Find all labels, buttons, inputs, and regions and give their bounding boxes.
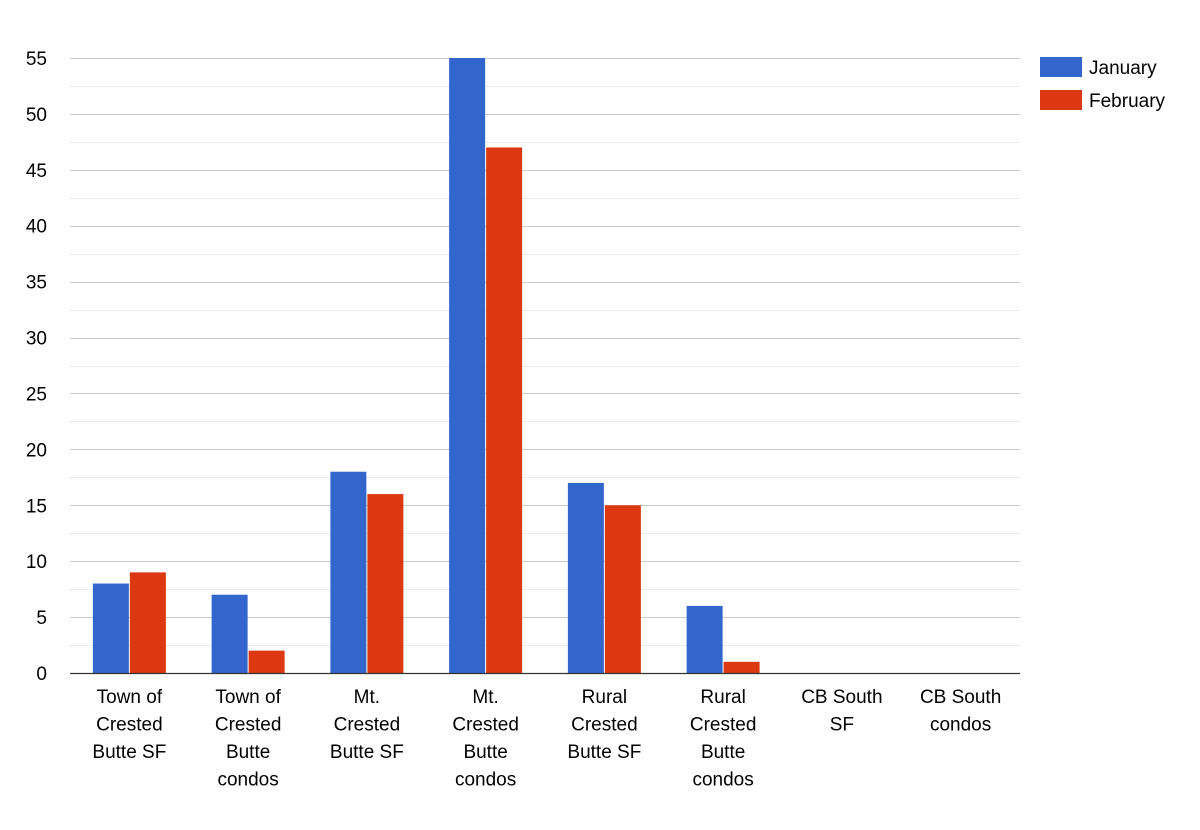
- y-tick-label: 20: [26, 440, 47, 461]
- x-category-label-line: SF: [830, 715, 854, 736]
- x-category-label-line: Crested: [690, 715, 757, 736]
- gridlines: [70, 58, 1020, 646]
- axes: 0 5 10 15 20 25 30 35 40 45 50 55 Town of Crested Butt…: [26, 49, 1020, 791]
- bar-february-1: [248, 650, 285, 673]
- x-category-label-line: Mt.: [354, 687, 380, 708]
- y-tick-label: 25: [26, 384, 47, 405]
- x-category-label: Rural Crested Butte SF: [567, 687, 641, 763]
- x-category-label-line: Butte SF: [92, 742, 166, 763]
- x-category-label-line: Town of: [97, 687, 163, 708]
- bar-february-0: [129, 572, 166, 673]
- x-category-label-line: Crested: [215, 715, 282, 736]
- x-category-label-line: Town of: [215, 687, 281, 708]
- bar-january-2: [330, 471, 367, 673]
- legend-swatch-february: [1040, 90, 1082, 110]
- x-category-label-line: CB South: [801, 687, 882, 708]
- legend: January February: [1040, 57, 1166, 112]
- x-category-label-line: CB South: [920, 687, 1001, 708]
- legend-swatch-january: [1040, 57, 1082, 77]
- bar-january-5: [686, 605, 723, 673]
- y-tick-label: 45: [26, 161, 47, 182]
- x-category-label-line: Crested: [96, 715, 163, 736]
- bar-february-4: [604, 505, 641, 673]
- x-category-label-line: condos: [455, 770, 516, 791]
- legend-label-february: February: [1089, 91, 1166, 112]
- x-category-label-line: Butte: [463, 742, 507, 763]
- x-category-label-line: Mt.: [472, 687, 498, 708]
- x-category-label-line: Butte SF: [567, 742, 641, 763]
- bar-february-3: [486, 147, 523, 674]
- y-tick-label: 15: [26, 496, 47, 517]
- y-tick-label: 0: [36, 664, 47, 685]
- bar-january-3: [449, 58, 486, 673]
- x-category-label-line: Crested: [334, 715, 401, 736]
- y-tick-label: 35: [26, 273, 47, 294]
- y-tick-label: 30: [26, 329, 47, 350]
- x-category-label: Town of Crested Butte condos: [215, 687, 282, 791]
- legend-label-january: January: [1089, 58, 1157, 79]
- x-category-label-line: Crested: [452, 715, 519, 736]
- x-category-label: Rural Crested Butte condos: [690, 687, 757, 791]
- x-category-label-line: Butte: [226, 742, 270, 763]
- y-tick-label: 40: [26, 217, 47, 238]
- bar-january-1: [211, 594, 248, 673]
- bar-january-4: [567, 482, 604, 673]
- x-category-label-line: Butte: [701, 742, 745, 763]
- x-category-label: Mt. Crested Butte SF: [330, 687, 404, 763]
- x-category-label-line: condos: [930, 715, 991, 736]
- y-tick-label: 10: [26, 552, 47, 573]
- y-tick-label: 50: [26, 105, 47, 126]
- x-category-label: Town of Crested Butte SF: [92, 687, 166, 763]
- x-category-label-line: Rural: [582, 687, 627, 708]
- x-category-label-line: Crested: [571, 715, 638, 736]
- y-tick-label: 55: [26, 49, 47, 70]
- bar-february-2: [367, 494, 404, 673]
- y-tick-label: 5: [36, 608, 47, 629]
- x-category-label: CB South SF: [801, 687, 882, 736]
- bar-january-0: [92, 583, 129, 673]
- bar-february-5: [723, 661, 760, 673]
- x-category-label-line: condos: [692, 770, 753, 791]
- bars: [92, 58, 760, 674]
- x-category-label: Mt. Crested Butte condos: [452, 687, 519, 791]
- x-category-label-line: Rural: [700, 687, 745, 708]
- x-category-label-line: condos: [217, 770, 278, 791]
- x-category-label-line: Butte SF: [330, 742, 404, 763]
- x-category-label: CB South condos: [920, 687, 1001, 736]
